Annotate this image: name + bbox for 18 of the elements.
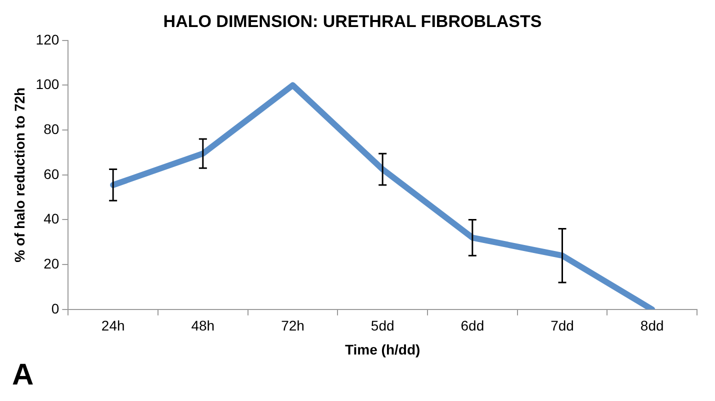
y-tick-label: 40 xyxy=(44,210,60,227)
x-tick-label: 72h xyxy=(281,318,304,334)
text: A xyxy=(12,358,34,392)
y-tick-label: 100 xyxy=(36,76,60,92)
y-tick-label: 0 xyxy=(51,300,60,316)
x-tick-label: 7dd xyxy=(550,318,574,334)
y-tick-label: 80 xyxy=(44,120,60,137)
x-tick-label: 24h xyxy=(101,318,125,334)
y-axis-title: % of halo reduction to 72h xyxy=(11,87,28,262)
x-tick-label: 48h xyxy=(191,318,215,334)
y-tick-label: 120 xyxy=(36,31,60,48)
x-tick-label: 8dd xyxy=(640,318,664,334)
chart-title: HALO DIMENSION: URETHRAL FIBROBLASTS xyxy=(163,12,542,31)
x-tick-label: 5dd xyxy=(370,318,394,334)
x-axis-title: Time (h/dd) xyxy=(344,341,420,358)
y-tick-label: 20 xyxy=(44,255,60,272)
y-tick-label: 60 xyxy=(44,166,60,182)
x-tick-label: 6dd xyxy=(460,318,484,334)
